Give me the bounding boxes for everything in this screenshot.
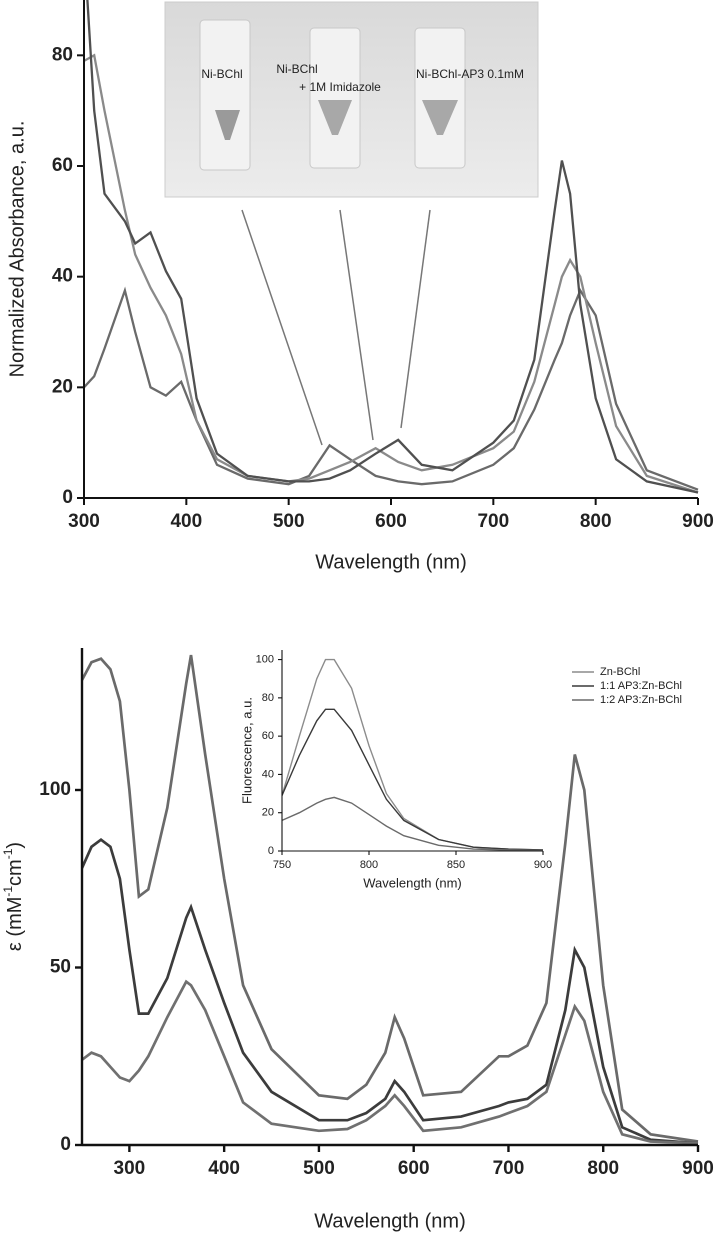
x-tick-label: 500: [273, 511, 305, 532]
y-axis-label-part: ): [4, 842, 26, 849]
x-tick-label: 700: [493, 1158, 525, 1179]
photo-label: Ni-BChl: [276, 62, 317, 76]
y-tick-label: 0: [62, 487, 73, 508]
y-tick-label: 50: [50, 957, 71, 978]
y-tick-label: 60: [52, 155, 73, 176]
series-line: [282, 708, 544, 851]
x-tick-label: 800: [587, 1158, 619, 1179]
y-tick-label: 80: [262, 692, 274, 704]
x-tick-label: 300: [114, 1158, 146, 1179]
series-line: [84, 286, 699, 491]
y-tick-label: 60: [262, 730, 274, 742]
photo-label: + 1M Imidazole: [299, 80, 381, 94]
pointer-lines: [241, 209, 431, 446]
inset-bg: [252, 645, 553, 891]
x-tick-label: 400: [208, 1158, 240, 1179]
x-tick-label: 800: [360, 859, 378, 871]
y-axis-label: ε (mM-1cm-1): [1, 842, 26, 951]
series-line: [82, 838, 699, 1145]
photo-label: Ni-BChl-AP3 0.1mM: [416, 67, 524, 81]
y-axis-label-part: -1: [1, 848, 15, 859]
legend-label: 1:1 AP3:Zn-BChl: [600, 680, 682, 692]
y-tick-label: 40: [262, 768, 274, 780]
legend-label: 1:2 AP3:Zn-BChl: [600, 694, 682, 706]
y-tick-label: 40: [52, 266, 73, 287]
x-tick-label: 400: [170, 511, 202, 532]
y-tick-label: 0: [60, 1134, 71, 1155]
x-tick-label: 500: [303, 1158, 335, 1179]
x-tick-label: 850: [447, 859, 465, 871]
x-tick-label: 900: [682, 511, 714, 532]
x-axis-label: Wavelength (nm): [315, 551, 467, 573]
y-tick-label: 20: [262, 807, 274, 819]
x-tick-label: 800: [580, 511, 612, 532]
y-axis-label-part: -1: [1, 886, 15, 897]
legend-label: Zn-BChl: [600, 666, 640, 678]
x-tick-label: 900: [534, 859, 552, 871]
series-line: [84, 53, 699, 494]
photo-label: Ni-BChl: [201, 67, 242, 81]
y-axis-label-part: ε (mM: [4, 897, 26, 951]
y-axis-label: Fluorescence, a.u.: [239, 697, 254, 804]
x-tick-label: 700: [477, 511, 509, 532]
y-tick-label: 100: [256, 653, 274, 665]
series-line: [282, 796, 544, 851]
y-tick-label: 80: [52, 44, 73, 65]
series-line: [82, 654, 699, 1143]
x-axis-label: Wavelength (nm): [363, 875, 462, 890]
x-tick-label: 900: [682, 1158, 714, 1179]
y-axis-label: Normalized Absorbance, a.u.: [6, 121, 28, 378]
y-tick-label: 0: [268, 845, 274, 857]
y-tick-label: 20: [52, 376, 73, 397]
series-line: [82, 979, 699, 1145]
series-line: [86, 0, 699, 494]
x-tick-label: 600: [398, 1158, 430, 1179]
y-tick-label: 100: [39, 779, 71, 800]
x-tick-label: 300: [68, 511, 100, 532]
x-tick-label: 750: [273, 859, 291, 871]
x-axis-label: Wavelength (nm): [314, 1210, 466, 1232]
x-tick-label: 600: [375, 511, 407, 532]
y-axis-label-part: cm: [4, 859, 26, 886]
photo-inset: Ni-BChl Ni-BChl + 1M Imidazole Ni-BChl-A…: [164, 1, 539, 198]
